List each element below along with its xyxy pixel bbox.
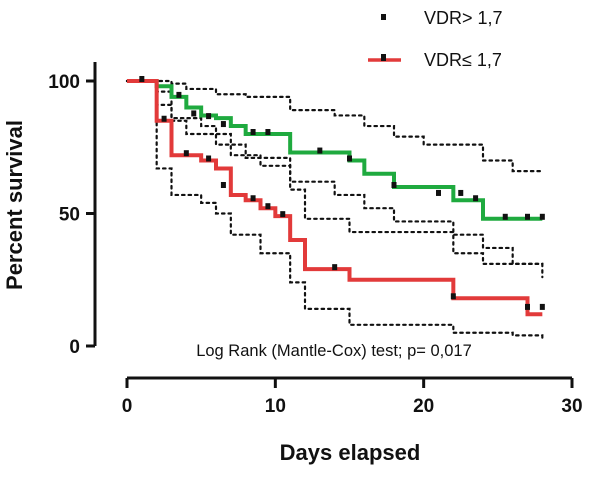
low-vdr-censor-mark <box>183 150 189 157</box>
legend: VDR> 1,7 VDR≤ 1,7 <box>368 8 503 70</box>
x-tick-label: 20 <box>413 396 434 417</box>
low-vdr-censor-mark <box>450 293 456 300</box>
y-tick-label: 50 <box>59 205 80 226</box>
x-tick-label: 30 <box>561 396 582 417</box>
high-vdr-censor-mark <box>176 91 182 98</box>
low-vdr-ci-upper-band <box>125 79 544 279</box>
high-vdr-censor-mark <box>139 76 145 82</box>
y-axis-title: Percent survival <box>2 120 27 290</box>
high-vdr-ci-lower-band <box>125 79 544 265</box>
high-vdr-censor-mark <box>265 129 271 135</box>
low-vdr-censor-mark <box>206 155 212 162</box>
high-vdr-ci-upper-band <box>125 79 544 173</box>
legend-label-low-vdr: VDR≤ 1,7 <box>424 50 502 70</box>
low-vdr-censor-mark <box>332 264 338 271</box>
low-vdr-censor-mark <box>220 182 226 188</box>
legend-label-high-vdr: VDR> 1,7 <box>424 8 503 28</box>
legend-marker-high-vdr <box>381 14 386 20</box>
high-vdr-censor-mark <box>473 195 479 202</box>
low-vdr-censor-mark <box>539 303 545 310</box>
low-vdr-censor-mark <box>161 115 167 122</box>
legend-marker-low-vdr <box>381 54 386 61</box>
log-rank-annotation: Log Rank (Mantle-Cox) test; p= 0,017 <box>196 342 472 360</box>
high-vdr-censor-mark <box>317 147 323 154</box>
high-vdr-censor-mark <box>220 121 226 128</box>
high-vdr-censor-mark <box>206 113 212 120</box>
x-ticks: 0 10 20 30 <box>122 378 583 417</box>
y-tick-label: 0 <box>69 337 80 358</box>
censor-marks <box>139 76 545 310</box>
legend-item-low-vdr: VDR≤ 1,7 <box>368 50 502 70</box>
high-vdr-censor-mark <box>250 129 256 135</box>
legend-item-high-vdr: VDR> 1,7 <box>381 8 503 28</box>
high-vdr-censor-mark <box>525 213 530 220</box>
low-vdr-censor-mark <box>250 195 256 202</box>
high-vdr-censor-mark <box>502 213 508 220</box>
x-tick-label: 10 <box>265 396 286 417</box>
y-ticks: 0 50 100 <box>48 72 95 358</box>
low-vdr-ci-lower-band <box>125 79 544 342</box>
confidence-bands <box>125 79 544 342</box>
high-vdr-survival-curve <box>127 79 543 221</box>
low-vdr-censor-mark <box>280 211 286 218</box>
high-vdr-censor-mark <box>458 189 464 196</box>
high-vdr-censor-mark <box>539 213 545 220</box>
high-vdr-censor-mark <box>391 182 397 188</box>
y-tick-label: 100 <box>48 72 80 93</box>
low-vdr-censor-mark <box>525 303 530 310</box>
x-axis-title: Days elapsed <box>280 440 421 465</box>
high-vdr-censor-mark <box>436 189 441 196</box>
high-vdr-censor-mark <box>347 155 352 162</box>
x-tick-label: 0 <box>122 396 133 417</box>
high-vdr-censor-mark <box>191 110 197 117</box>
low-vdr-censor-mark <box>265 203 271 210</box>
